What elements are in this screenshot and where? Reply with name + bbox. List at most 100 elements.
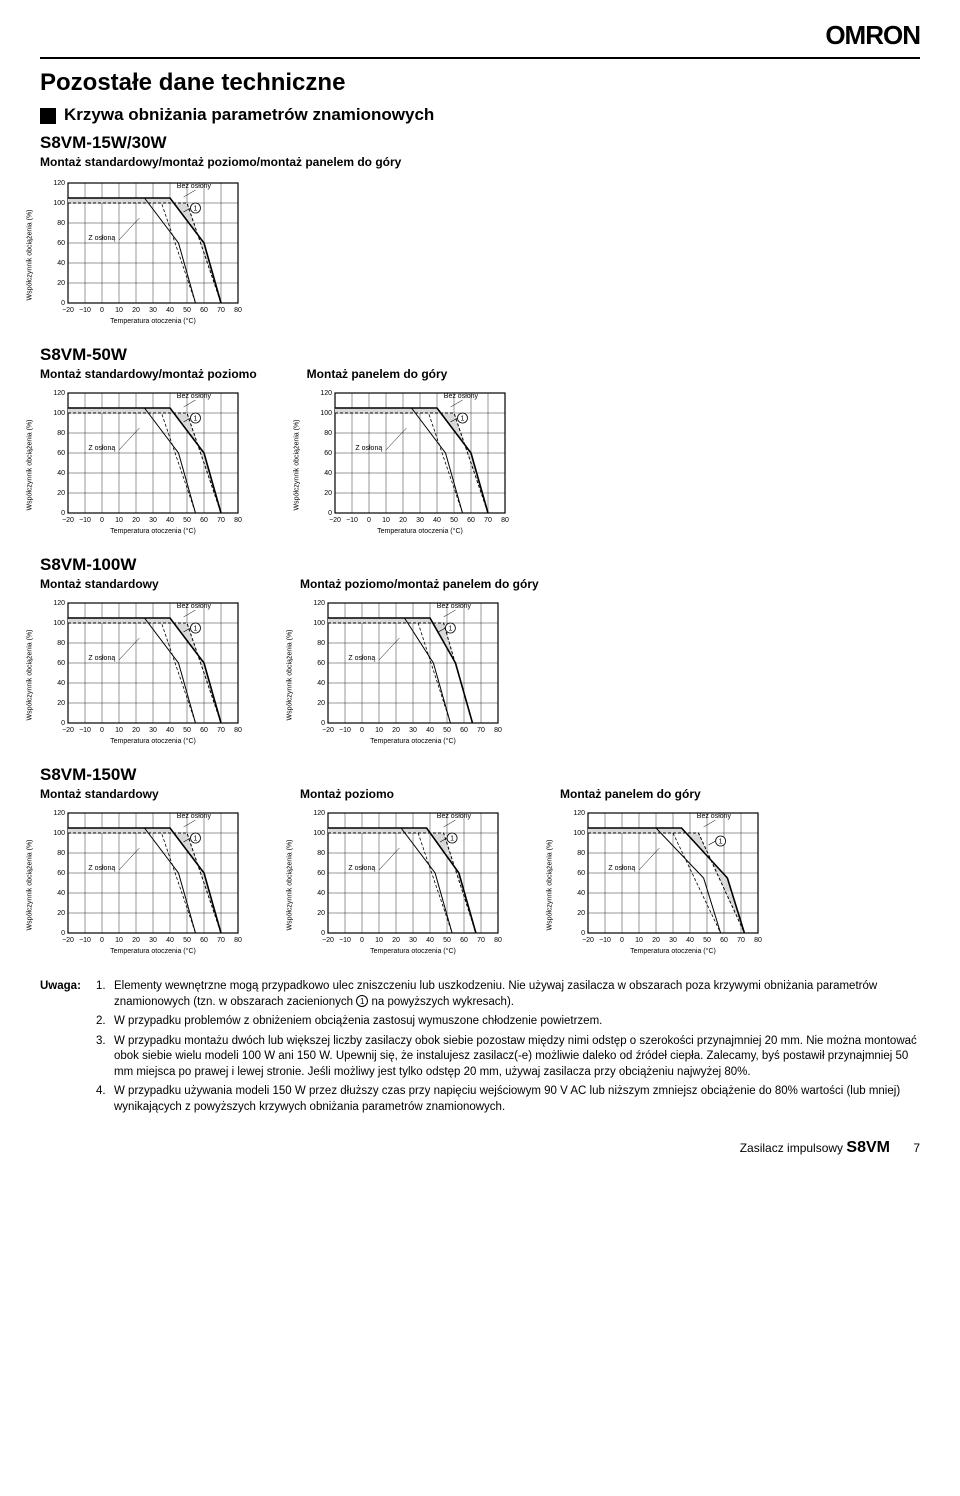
derating-chart: Współczynnik obciążenia (%)1Bez osłonyZ …	[40, 805, 250, 965]
svg-text:60: 60	[57, 240, 65, 247]
svg-text:40: 40	[166, 517, 174, 524]
svg-text:100: 100	[53, 620, 65, 627]
chart-column: Montaż standardowyWspółczynnik obciążeni…	[40, 787, 250, 965]
svg-text:Bez osłony: Bez osłony	[443, 393, 478, 400]
svg-text:0: 0	[100, 937, 104, 944]
svg-text:1: 1	[194, 206, 198, 213]
svg-text:0: 0	[61, 720, 65, 727]
y-axis-label: Współczynnik obciążenia (%)	[293, 419, 300, 510]
section-heading: Krzywa obniżania parametrów znamionowych	[40, 105, 920, 127]
svg-text:40: 40	[57, 470, 65, 477]
svg-text:Temperatura otoczenia (°C): Temperatura otoczenia (°C)	[370, 737, 456, 745]
svg-text:0: 0	[100, 307, 104, 314]
svg-text:120: 120	[313, 810, 325, 817]
svg-text:20: 20	[132, 727, 140, 734]
svg-text:0: 0	[360, 727, 364, 734]
note-row: 4.W przypadku używania modeli 150 W prze…	[40, 1084, 920, 1115]
svg-text:−20: −20	[329, 517, 341, 524]
svg-text:40: 40	[166, 937, 174, 944]
svg-text:0: 0	[61, 300, 65, 307]
svg-text:60: 60	[200, 727, 208, 734]
y-axis-label: Współczynnik obciążenia (%)	[27, 629, 34, 720]
note-row: 3.W przypadku montażu dwóch lub większej…	[40, 1034, 920, 1081]
svg-text:80: 80	[234, 727, 242, 734]
svg-text:100: 100	[313, 830, 325, 837]
svg-text:50: 50	[450, 517, 458, 524]
note-number: 4.	[96, 1084, 114, 1115]
svg-text:80: 80	[324, 430, 332, 437]
derating-chart: Współczynnik obciążenia (%)1Bez osłonyZ …	[560, 805, 770, 965]
svg-text:70: 70	[477, 937, 485, 944]
svg-text:50: 50	[703, 937, 711, 944]
notes-block: Uwaga:1.Elementy wewnętrzne mogą przypad…	[40, 979, 920, 1115]
svg-text:120: 120	[53, 600, 65, 607]
svg-text:1: 1	[448, 626, 452, 633]
svg-text:Temperatura otoczenia (°C): Temperatura otoczenia (°C)	[370, 947, 456, 955]
svg-text:20: 20	[132, 307, 140, 314]
svg-text:120: 120	[573, 810, 585, 817]
svg-text:70: 70	[217, 727, 225, 734]
chart-column: Montaż standardowy/montaż poziomoWspółcz…	[40, 367, 257, 545]
svg-text:0: 0	[321, 930, 325, 937]
derating-chart: Współczynnik obciążenia (%)1Bez osłonyZ …	[40, 175, 250, 335]
svg-text:0: 0	[620, 937, 624, 944]
page-title: Pozostałe dane techniczne	[40, 69, 920, 97]
chart-column: Współczynnik obciążenia (%)1Bez osłonyZ …	[40, 175, 250, 335]
svg-text:40: 40	[166, 727, 174, 734]
svg-text:60: 60	[720, 937, 728, 944]
svg-text:100: 100	[573, 830, 585, 837]
svg-text:70: 70	[737, 937, 745, 944]
note-label	[40, 1034, 96, 1081]
derating-chart: Współczynnik obciążenia (%)1Bez osłonyZ …	[40, 595, 250, 755]
mounting-label: Montaż panelem do góry	[307, 367, 517, 381]
svg-text:20: 20	[132, 517, 140, 524]
svg-text:0: 0	[328, 510, 332, 517]
svg-text:80: 80	[234, 307, 242, 314]
svg-text:−10: −10	[79, 727, 91, 734]
svg-text:40: 40	[686, 937, 694, 944]
svg-text:50: 50	[183, 517, 191, 524]
model-heading: S8VM-150W	[40, 765, 920, 785]
svg-text:−10: −10	[79, 937, 91, 944]
svg-text:60: 60	[324, 450, 332, 457]
svg-text:−20: −20	[62, 727, 74, 734]
chart-column: Montaż poziomo/montaż panelem do góryWsp…	[300, 577, 539, 755]
svg-text:1: 1	[194, 836, 198, 843]
svg-text:40: 40	[317, 680, 325, 687]
svg-text:60: 60	[460, 937, 468, 944]
note-text: Elementy wewnętrzne mogą przypadkowo ule…	[114, 979, 920, 1010]
svg-text:20: 20	[392, 727, 400, 734]
svg-text:−20: −20	[62, 307, 74, 314]
model-heading: S8VM-100W	[40, 555, 920, 575]
svg-text:50: 50	[183, 307, 191, 314]
svg-text:40: 40	[57, 260, 65, 267]
note-text: W przypadku montażu dwóch lub większej l…	[114, 1034, 920, 1081]
svg-text:80: 80	[317, 640, 325, 647]
svg-text:−10: −10	[339, 727, 351, 734]
page-footer: Zasilacz impulsowy S8VM 7	[40, 1139, 920, 1157]
chart-row: Montaż standardowy/montaż poziomoWspółcz…	[40, 367, 920, 545]
svg-text:60: 60	[200, 307, 208, 314]
svg-text:Z osłoną: Z osłoną	[348, 865, 375, 872]
svg-text:−10: −10	[599, 937, 611, 944]
mounting-label: Montaż standardowy/montaż poziomo/montaż…	[40, 155, 920, 169]
svg-text:Temperatura otoczenia (°C): Temperatura otoczenia (°C)	[110, 317, 196, 325]
svg-text:Temperatura otoczenia (°C): Temperatura otoczenia (°C)	[110, 947, 196, 955]
svg-text:30: 30	[409, 937, 417, 944]
svg-text:Bez osłony: Bez osłony	[177, 393, 212, 400]
svg-text:20: 20	[57, 700, 65, 707]
svg-text:−20: −20	[322, 937, 334, 944]
svg-text:Z osłoną: Z osłoną	[88, 655, 115, 662]
svg-text:Z osłoną: Z osłoną	[355, 445, 382, 452]
svg-text:120: 120	[320, 390, 332, 397]
svg-text:80: 80	[57, 220, 65, 227]
chart-row: Współczynnik obciążenia (%)1Bez osłonyZ …	[40, 175, 920, 335]
svg-text:100: 100	[53, 200, 65, 207]
svg-text:−20: −20	[322, 727, 334, 734]
svg-text:80: 80	[501, 517, 509, 524]
divider	[40, 57, 920, 59]
svg-text:Bez osłony: Bez osłony	[177, 603, 212, 610]
svg-text:Temperatura otoczenia (°C): Temperatura otoczenia (°C)	[110, 737, 196, 745]
svg-text:30: 30	[149, 307, 157, 314]
svg-text:100: 100	[53, 830, 65, 837]
